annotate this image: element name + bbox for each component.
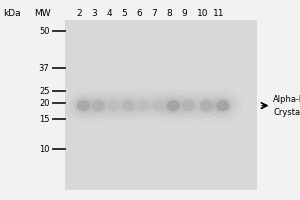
Text: kDa: kDa	[3, 8, 21, 18]
Text: MW: MW	[34, 8, 50, 18]
Text: 8: 8	[167, 8, 172, 18]
Text: 6: 6	[136, 8, 142, 18]
Text: 3: 3	[92, 8, 98, 18]
Text: 37: 37	[39, 64, 50, 73]
Text: Crystallin: Crystallin	[273, 108, 300, 117]
Text: 2: 2	[77, 8, 82, 18]
Text: 10: 10	[39, 144, 50, 154]
Text: 11: 11	[213, 8, 225, 18]
Text: 10: 10	[197, 8, 208, 18]
Text: 20: 20	[39, 98, 50, 108]
Text: 50: 50	[39, 26, 50, 36]
Text: 4: 4	[107, 8, 112, 18]
Text: 9: 9	[182, 8, 188, 18]
Text: 25: 25	[39, 87, 50, 96]
Text: 5: 5	[122, 8, 128, 18]
Text: 15: 15	[39, 114, 50, 123]
Text: Alpha-B: Alpha-B	[273, 96, 300, 104]
Text: 7: 7	[152, 8, 158, 18]
